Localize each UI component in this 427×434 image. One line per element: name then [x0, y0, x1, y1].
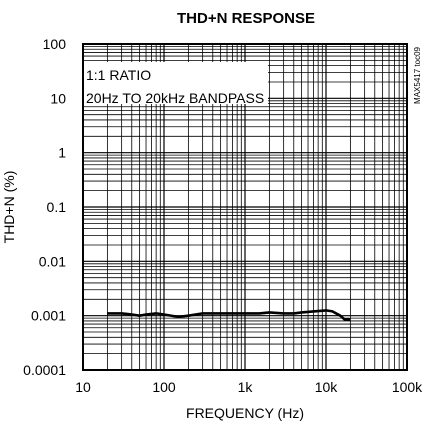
annotation-box — [84, 62, 268, 104]
x-tick-label: 1k — [238, 379, 254, 395]
annotation-ratio: 1:1 RATIO — [86, 67, 151, 83]
y-tick-labels: 100 10 1 0.1 0.01 0.001 0.0001 — [23, 36, 66, 378]
y-tick-label: 0.1 — [47, 199, 67, 215]
figure-code: MAX5417 toc09 — [413, 46, 422, 103]
x-tick-labels: 10 100 1k 10k 100k — [75, 379, 423, 395]
y-tick-label: 0.01 — [39, 253, 66, 269]
chart-title: THD+N RESPONSE — [177, 10, 315, 27]
y-tick-label: 10 — [50, 90, 66, 106]
y-tick-label: 100 — [43, 36, 67, 52]
x-tick-label: 100 — [152, 379, 176, 395]
x-tick-label: 10 — [75, 379, 91, 395]
y-tick-label: 1 — [58, 145, 66, 161]
annotation-bandpass: 20Hz TO 20kHz BANDPASS — [86, 90, 264, 106]
y-tick-label: 0.0001 — [23, 362, 66, 378]
y-axis-label: THD+N (%) — [1, 171, 17, 244]
series-group — [107, 309, 351, 321]
x-axis-label: FREQUENCY (Hz) — [186, 405, 304, 421]
x-tick-label: 100k — [392, 379, 423, 395]
plot-frame — [82, 43, 408, 371]
x-tick-label: 10k — [315, 379, 339, 395]
series-line — [107, 309, 351, 321]
y-tick-label: 0.001 — [31, 308, 66, 324]
